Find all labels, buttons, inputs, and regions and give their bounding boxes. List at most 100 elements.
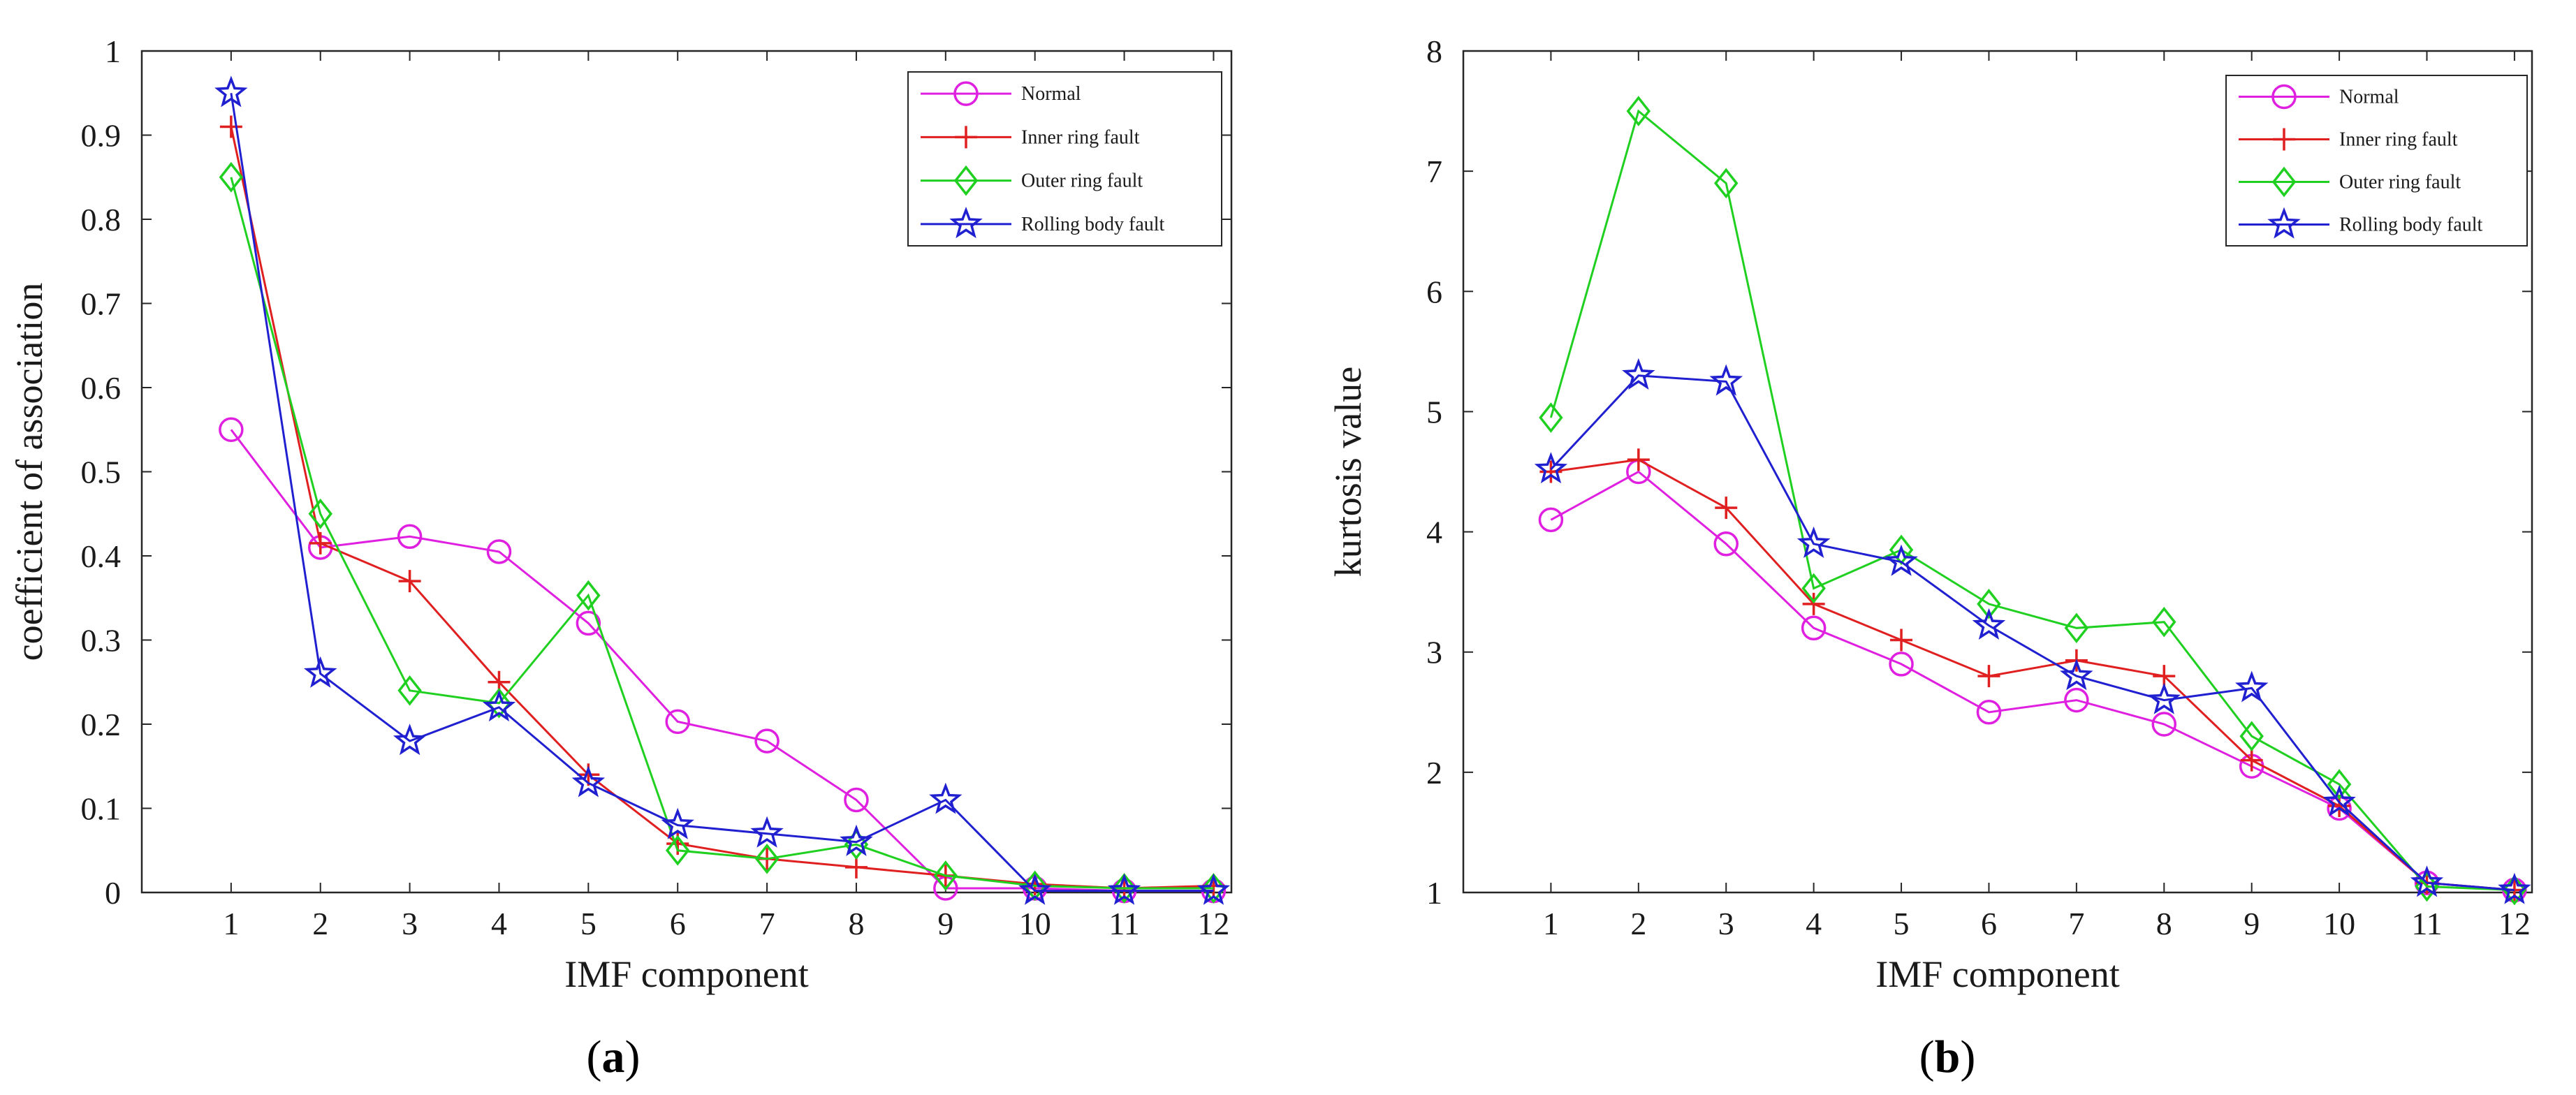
data-point-marker	[2327, 769, 2352, 800]
data-point-marker	[571, 765, 606, 798]
data-point-marker	[576, 580, 601, 611]
data-point-marker	[1709, 364, 1743, 396]
x-tick-label: 4	[1806, 906, 1822, 941]
data-point-marker	[1201, 873, 1226, 904]
y-tick-label: 6	[1426, 274, 1442, 309]
chart-panel-a: 1 2 3 4 5 6 7 8 9 10 11 1200.10.20.30.40.50.60.70.8…	[8, 34, 1233, 1082]
x-tick-label: 12	[2498, 906, 2531, 941]
data-point-marker	[2151, 712, 2177, 737]
x-tick-label: 6	[670, 906, 686, 941]
data-point-marker	[1018, 873, 1052, 905]
y-axis-label: kurtosis value	[1327, 367, 1369, 577]
data-point-marker	[1801, 573, 1826, 604]
x-tick-label: 8	[2156, 906, 2172, 941]
legend-label: Inner ring fault	[2339, 129, 2458, 151]
y-tick-label: 0.3	[81, 623, 122, 659]
data-point-marker	[665, 835, 690, 866]
data-point-marker	[1538, 507, 1564, 533]
data-point-marker	[844, 829, 869, 860]
data-point-marker	[1977, 665, 2000, 688]
data-point-marker	[754, 728, 780, 754]
plot-area-frame	[1462, 50, 2533, 894]
series-inner-ring-fault	[1539, 448, 2526, 902]
series-line	[230, 93, 1214, 892]
data-point-marker	[487, 688, 511, 719]
data-point-marker	[1715, 497, 1738, 520]
data-point-marker	[1107, 873, 1141, 905]
y-tick-label: 3	[1426, 635, 1442, 670]
panel-label: (b)	[1919, 1031, 1976, 1082]
series-line	[230, 177, 1214, 890]
data-point-marker	[2152, 606, 2176, 638]
x-tick-label: 1	[1543, 906, 1559, 941]
y-tick-label: 0.9	[81, 118, 122, 154]
data-point-marker	[214, 75, 248, 108]
data-point-marker	[397, 524, 423, 550]
legend-marker	[955, 126, 977, 149]
legend-marker	[2271, 84, 2297, 110]
data-point-marker	[1976, 700, 2002, 725]
data-point-marker	[1890, 629, 1913, 652]
y-tick-label: 0.2	[81, 707, 122, 742]
data-point-marker	[2322, 784, 2356, 817]
y-tick-label: 1	[1426, 875, 1442, 911]
data-point-marker	[1539, 402, 1563, 433]
x-tick-label: 10	[2323, 906, 2355, 941]
panel-label: (a)	[587, 1031, 641, 1082]
y-tick-label: 0.7	[81, 286, 122, 322]
legend-marker	[953, 81, 979, 106]
series-line	[1550, 374, 2515, 892]
x-tick-label: 11	[2411, 906, 2442, 941]
x-tick-label: 2	[312, 906, 328, 941]
y-tick-label: 0.6	[81, 370, 122, 406]
x-tick-label: 5	[1894, 906, 1910, 941]
data-point-marker	[750, 816, 784, 848]
data-point-marker	[2064, 612, 2089, 644]
series-normal	[1538, 459, 2527, 903]
x-tick-label: 2	[1630, 906, 1646, 941]
data-point-marker	[1112, 873, 1136, 904]
x-tick-label: 6	[1981, 906, 1997, 941]
y-tick-label: 0	[105, 875, 121, 911]
y-axis-label: coefficient of association	[8, 283, 50, 661]
data-point-marker	[1802, 592, 1825, 615]
series-rolling-body-fault	[214, 75, 1231, 905]
x-tick-label: 7	[2068, 906, 2084, 941]
data-point-marker	[2235, 670, 2269, 703]
data-point-marker	[1534, 452, 1568, 484]
legend-label: Rolling body fault	[2339, 214, 2483, 236]
data-point-marker	[661, 807, 694, 839]
x-axis-label: IMF component	[1875, 953, 2119, 995]
x-tick-label: 1	[223, 906, 239, 941]
series-outer-ring-fault	[219, 161, 1226, 904]
data-point-marker	[1972, 608, 2006, 640]
data-point-marker	[844, 855, 868, 879]
y-tick-label: 0.4	[81, 538, 122, 574]
legend-label: Outer ring fault	[2339, 172, 2461, 193]
x-tick-label: 8	[848, 906, 864, 941]
legend-marker	[2267, 207, 2301, 239]
series-line	[1551, 458, 2515, 892]
y-tick-label: 1	[105, 34, 121, 69]
data-point-marker	[2498, 872, 2531, 904]
data-point-marker	[2064, 687, 2089, 713]
legend: Normal Inner ring fault Outer ring fault Ro…	[2225, 75, 2528, 247]
y-tick-label: 0.1	[81, 791, 122, 827]
data-point-marker	[2410, 865, 2444, 897]
data-point-marker	[398, 570, 421, 593]
data-point-marker	[1627, 448, 1650, 471]
data-point-marker	[929, 782, 963, 814]
x-tick-label: 3	[1718, 906, 1734, 941]
data-point-marker	[393, 723, 427, 756]
data-point-marker	[1885, 544, 1918, 576]
data-point-marker	[1796, 526, 1831, 559]
data-point-marker	[2147, 682, 2181, 714]
data-point-marker	[219, 115, 242, 138]
y-tick-label: 0.5	[81, 455, 122, 490]
legend-marker	[949, 206, 983, 239]
series-line	[230, 429, 1214, 892]
data-point-marker	[1196, 873, 1231, 905]
series-rolling-body-fault	[1534, 358, 2531, 904]
